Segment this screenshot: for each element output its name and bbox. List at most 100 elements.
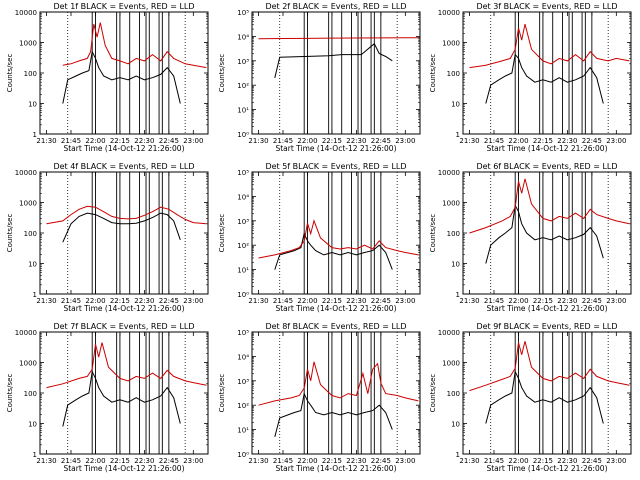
x-tick-label: 22:30 <box>134 297 154 305</box>
y-tick-label: 10² <box>237 402 249 410</box>
x-tick-label: 22:15 <box>533 457 553 465</box>
x-axis-label: Start Time (14-Oct-12 21:26:00) <box>63 464 184 473</box>
y-tick-label: 1000 <box>19 360 37 368</box>
x-tick-label: 23:00 <box>183 297 203 305</box>
y-tick-label: 1000 <box>19 200 37 208</box>
x-tick-label: 22:45 <box>582 457 602 465</box>
x-tick-label: 22:45 <box>371 457 391 465</box>
x-tick-label: 23:00 <box>606 137 626 145</box>
chart-title: Det 1f BLACK = Events, RED = LLD <box>53 2 194 11</box>
x-tick-label: 22:45 <box>582 137 602 145</box>
x-tick-label: 22:00 <box>508 137 528 145</box>
x-tick-label: 22:45 <box>371 297 391 305</box>
chart-title: Det 4f BLACK = Events, RED = LLD <box>53 162 194 171</box>
plot-frame <box>39 331 209 455</box>
x-tick-label: 23:00 <box>606 457 626 465</box>
x-tick-label: 23:00 <box>395 457 415 465</box>
y-tick-label: 1 <box>456 291 460 299</box>
y-tick-label: 10⁴ <box>237 353 249 361</box>
chart-title: Det 3f BLACK = Events, RED = LLD <box>476 2 617 11</box>
x-tick-label: 22:15 <box>533 137 553 145</box>
y-tick-label: 10 <box>28 421 37 429</box>
series-line <box>274 232 393 270</box>
x-tick-label: 22:00 <box>297 297 317 305</box>
x-tick-label: 22:30 <box>557 297 577 305</box>
plot-frame <box>462 331 632 455</box>
x-tick-label: 23:00 <box>395 297 415 305</box>
y-tick-label: 10000 <box>438 9 460 17</box>
y-tick-label: 1000 <box>442 40 460 48</box>
y-tick-label: 10⁵ <box>237 9 249 17</box>
x-tick-label: 21:45 <box>273 137 293 145</box>
series-line <box>258 37 419 40</box>
x-axis-label: Start Time (14-Oct-12 21:26:00) <box>486 464 607 473</box>
x-tick-label: 22:15 <box>322 297 342 305</box>
x-tick-label: 21:30 <box>459 457 479 465</box>
x-tick-label: 22:30 <box>557 457 577 465</box>
series-line <box>485 53 604 104</box>
x-tick-label: 22:30 <box>134 457 154 465</box>
y-axis-label: Counts/sec <box>6 214 14 253</box>
x-tick-label: 22:00 <box>508 457 528 465</box>
chart-panel: Det 3f BLACK = Events, RED = LLD 1 10 100 10… <box>429 2 632 153</box>
y-tick-label: 1 <box>33 131 37 139</box>
series-line <box>258 361 419 406</box>
x-tick-label: 21:30 <box>248 137 268 145</box>
x-tick-label: 22:15 <box>533 297 553 305</box>
y-tick-label: 100 <box>24 70 37 78</box>
y-tick-label: 10 <box>28 101 37 109</box>
series-line <box>62 22 207 69</box>
x-tick-label: 22:15 <box>110 457 130 465</box>
series-line <box>485 370 604 424</box>
y-tick-label: 10000 <box>15 169 37 177</box>
y-tick-label: 100 <box>447 390 460 398</box>
series-line <box>274 42 393 79</box>
y-tick-label: 10¹ <box>237 107 249 115</box>
y-tick-label: 1 <box>33 451 37 459</box>
x-axis-label: Start Time (14-Oct-12 21:26:00) <box>63 304 184 313</box>
x-tick-label: 22:30 <box>557 137 577 145</box>
y-tick-label: 10² <box>237 82 249 90</box>
x-tick-label: 23:00 <box>606 297 626 305</box>
series-line <box>274 391 393 438</box>
y-tick-label: 10¹ <box>237 267 249 275</box>
y-tick-label: 1000 <box>442 200 460 208</box>
y-axis-label: Counts/sec <box>429 54 437 93</box>
y-tick-label: 10⁴ <box>237 33 249 41</box>
series-line <box>62 212 181 243</box>
x-tick-label: 22:45 <box>582 297 602 305</box>
y-axis-label: Counts/sec <box>218 374 226 413</box>
x-tick-label: 21:30 <box>36 137 56 145</box>
x-tick-label: 22:30 <box>346 457 366 465</box>
y-tick-label: 10000 <box>15 329 37 337</box>
series-line <box>258 219 419 259</box>
y-tick-label: 10⁰ <box>237 131 249 139</box>
chart-title: Det 5f BLACK = Events, RED = LLD <box>265 162 406 171</box>
series-line <box>46 342 207 389</box>
x-tick-label: 22:00 <box>85 297 105 305</box>
chart-title: Det 7f BLACK = Events, RED = LLD <box>53 322 194 331</box>
chart-title: Det 2f BLACK = Events, RED = LLD <box>265 2 406 11</box>
y-tick-label: 1 <box>456 131 460 139</box>
y-tick-label: 10000 <box>15 9 37 17</box>
y-tick-label: 100 <box>24 230 37 238</box>
y-tick-label: 10³ <box>237 378 249 386</box>
x-axis-label: Start Time (14-Oct-12 21:26:00) <box>275 144 396 153</box>
y-tick-label: 10 <box>28 261 37 269</box>
x-tick-label: 22:30 <box>346 137 366 145</box>
x-tick-label: 22:15 <box>322 457 342 465</box>
y-axis-label: Counts/sec <box>429 374 437 413</box>
y-tick-label: 10³ <box>237 58 249 66</box>
y-tick-label: 1000 <box>19 40 37 48</box>
y-tick-label: 10⁵ <box>237 169 249 177</box>
series-line <box>469 341 630 392</box>
x-tick-label: 22:00 <box>297 457 317 465</box>
x-tick-label: 22:30 <box>134 137 154 145</box>
y-axis-label: Counts/sec <box>6 54 14 93</box>
x-tick-label: 22:30 <box>346 297 366 305</box>
x-tick-label: 22:15 <box>110 297 130 305</box>
x-tick-label: 21:30 <box>459 297 479 305</box>
x-tick-label: 21:45 <box>273 297 293 305</box>
y-tick-label: 10⁵ <box>237 329 249 337</box>
y-axis-label: Counts/sec <box>6 374 14 413</box>
